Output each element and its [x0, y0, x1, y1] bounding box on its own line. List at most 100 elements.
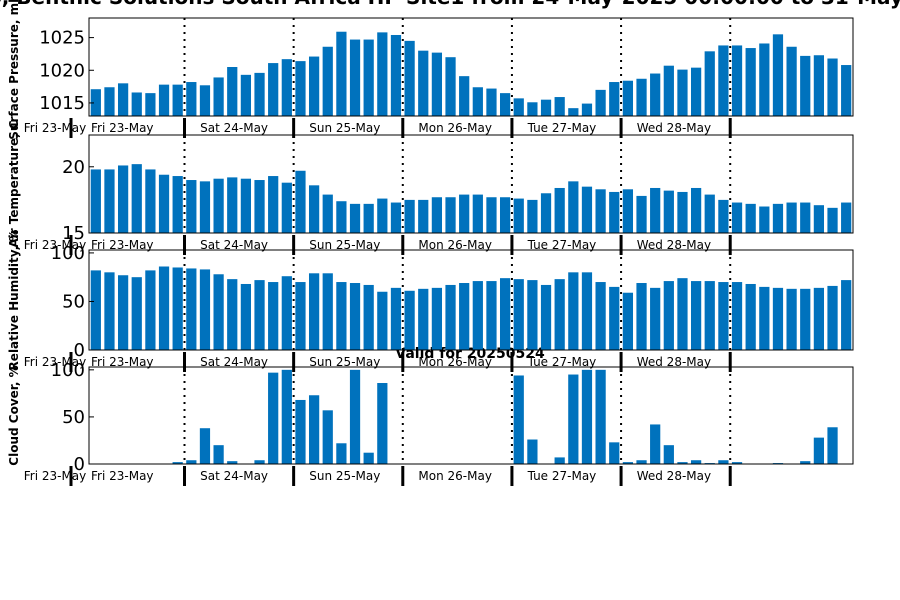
bar	[786, 46, 797, 116]
bar	[622, 292, 634, 350]
x-tick-label: Tue 27-May	[527, 355, 597, 369]
bar	[445, 284, 456, 350]
bar	[336, 201, 347, 233]
y-tick-label: 15	[62, 223, 85, 244]
bar	[786, 202, 797, 233]
bar	[554, 97, 565, 116]
y-tick-label: 1015	[39, 93, 85, 114]
x-tick-label: Sun 25-May	[309, 355, 380, 369]
bar	[268, 282, 279, 350]
bar	[158, 84, 170, 116]
bar	[663, 445, 674, 464]
bar	[158, 266, 170, 350]
bar	[281, 369, 292, 464]
bar	[718, 460, 729, 464]
bar	[404, 40, 415, 117]
bar	[186, 460, 197, 464]
bar	[268, 372, 279, 464]
bar	[745, 203, 756, 233]
bar	[322, 273, 333, 350]
bar	[677, 278, 688, 350]
bar	[690, 67, 702, 116]
bar	[281, 182, 292, 233]
bar	[431, 197, 443, 233]
bar	[513, 375, 524, 464]
bar	[117, 83, 129, 116]
bar	[677, 191, 688, 233]
bar	[704, 51, 715, 116]
x-tick-label: Mon 26-May	[418, 469, 492, 483]
bar	[145, 270, 156, 350]
bar	[377, 383, 388, 464]
x-tick-label: Sat 24-May	[200, 121, 268, 135]
bar	[308, 185, 320, 233]
bar	[104, 272, 115, 350]
bar	[718, 282, 729, 350]
bar	[677, 462, 688, 464]
bar	[213, 77, 224, 116]
bar	[759, 206, 770, 233]
bar	[213, 178, 224, 233]
bar	[841, 65, 852, 116]
bar	[527, 280, 538, 350]
x-tick-label: Tue 27-May	[527, 469, 597, 483]
bar	[390, 202, 402, 233]
bar	[186, 82, 197, 116]
bar	[336, 31, 347, 116]
bar	[581, 369, 593, 464]
bar	[540, 193, 552, 233]
bar	[759, 286, 770, 350]
x-tick-label: Fri 23-May	[91, 469, 154, 483]
bar	[540, 99, 552, 116]
bar	[690, 187, 702, 233]
x-tick-label: Mon 26-May	[418, 355, 492, 369]
bar	[363, 452, 374, 464]
bar	[459, 76, 470, 116]
x-tick-label: Sat 24-May	[200, 355, 268, 369]
bar	[759, 43, 770, 117]
bar	[800, 461, 811, 464]
bar	[186, 180, 197, 233]
bar	[349, 283, 361, 350]
bar	[731, 282, 743, 350]
bar	[199, 181, 211, 233]
y-tick-label: 100	[51, 360, 85, 381]
bar	[745, 48, 756, 116]
plot-frame	[88, 249, 854, 351]
bar	[117, 275, 129, 350]
bar	[731, 462, 743, 464]
bar	[390, 287, 402, 350]
bar	[677, 69, 688, 116]
bar	[568, 181, 579, 233]
bar	[540, 284, 552, 350]
x-tick-label: Fri 23-May	[91, 355, 154, 369]
bar	[650, 287, 661, 350]
bar	[472, 281, 483, 350]
bar	[650, 187, 661, 233]
bar	[800, 55, 811, 116]
bar	[636, 78, 647, 116]
plot-frame	[88, 134, 854, 234]
bar	[499, 93, 511, 116]
y-axis-label: Air Temperature, C	[7, 120, 21, 248]
bar	[377, 291, 388, 350]
bar	[513, 279, 524, 350]
x-tick-label: Sat 24-May	[200, 238, 268, 252]
bar	[718, 199, 729, 233]
x-tick-label: Wed 28-May	[637, 355, 711, 369]
bar	[131, 92, 142, 116]
bar	[145, 93, 156, 116]
bar	[704, 194, 715, 233]
bar	[90, 89, 101, 116]
bar	[595, 282, 606, 350]
bar	[418, 199, 429, 233]
bar	[609, 442, 620, 464]
bar	[663, 65, 674, 116]
bar	[240, 283, 252, 350]
bar	[636, 195, 647, 233]
bar	[172, 267, 183, 350]
bar	[254, 180, 265, 233]
bar	[254, 72, 265, 116]
bar	[609, 286, 620, 350]
